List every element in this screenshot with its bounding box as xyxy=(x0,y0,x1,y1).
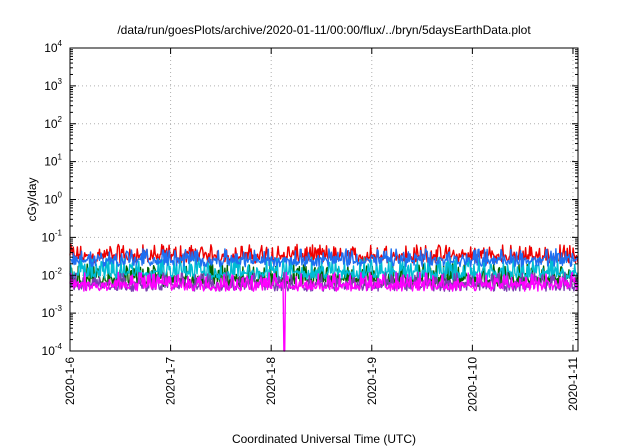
x-tick-label: 2020-1-8 xyxy=(264,357,278,405)
series-line xyxy=(69,243,579,264)
y-axis: 10-4 10-3 10-2 10-1 100 101 102 103 104 xyxy=(42,39,578,358)
series-line xyxy=(69,256,579,281)
series-line xyxy=(69,248,579,268)
grid xyxy=(69,48,578,351)
y-tick-label: 103 xyxy=(44,77,62,93)
x-tick-label: 2020-1-6 xyxy=(63,357,77,405)
series-layer xyxy=(69,243,579,352)
y-tick-label: 100 xyxy=(44,191,62,207)
x-axis: 2020-1-6 2020-1-7 2020-1-8 2020-1-9 2020-1-1… xyxy=(63,48,580,412)
x-axis-label: Coordinated Universal Time (UTC) xyxy=(232,432,416,446)
y-tick-label: 10-3 xyxy=(42,304,63,320)
y-tick-label: 10-1 xyxy=(42,228,63,244)
y-tick-label: 10-2 xyxy=(42,266,63,282)
x-tick-label: 2020-1-11 xyxy=(566,357,580,411)
x-tick-label: 2020-1-7 xyxy=(164,357,178,405)
series-line xyxy=(69,271,579,352)
y-tick-label: 101 xyxy=(44,153,62,169)
x-tick-label: 2020-1-9 xyxy=(365,357,379,405)
chart-title: /data/run/goesPlots/archive/2020-01-11/0… xyxy=(117,23,531,37)
y-tick-label: 102 xyxy=(44,115,62,131)
y-tick-label: 104 xyxy=(44,39,62,55)
y-tick-label: 10-4 xyxy=(42,342,63,358)
y-axis-label: cGy/day xyxy=(25,177,39,221)
x-tick-label: 2020-1-10 xyxy=(465,357,479,412)
